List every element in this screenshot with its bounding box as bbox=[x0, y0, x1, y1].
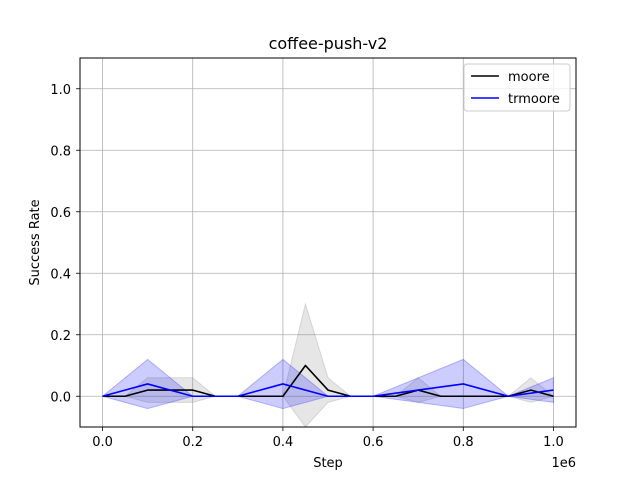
legend-label-moore: moore bbox=[508, 70, 550, 85]
x-tick-label: 1.0 bbox=[543, 435, 564, 450]
chart-title: coffee-push-v2 bbox=[269, 34, 388, 53]
y-axis-ticks: 0.0 0.2 0.4 0.6 0.8 1.0 bbox=[50, 83, 80, 405]
x-tick-label: 0.2 bbox=[182, 435, 203, 450]
y-axis-label: Success Rate bbox=[28, 199, 43, 285]
y-tick-label: 0.2 bbox=[50, 329, 71, 344]
y-tick-label: 0.6 bbox=[50, 206, 71, 221]
x-tick-label: 0.0 bbox=[92, 435, 113, 450]
x-axis-label: Step bbox=[313, 456, 343, 471]
plot-frame bbox=[79, 57, 577, 428]
y-tick-label: 0.4 bbox=[50, 267, 71, 282]
legend-label-trmoore: trmoore bbox=[508, 92, 560, 107]
y-tick-label: 0.0 bbox=[50, 390, 71, 405]
y-tick-label: 1.0 bbox=[50, 83, 71, 98]
legend: moore trmoore bbox=[463, 63, 571, 112]
series-line-trmoore bbox=[102, 383, 554, 398]
series-lines bbox=[102, 364, 554, 398]
x-axis-scale-label: 1e6 bbox=[551, 456, 576, 471]
x-tick-label: 0.8 bbox=[453, 435, 474, 450]
x-axis-ticks: 0.0 0.2 0.4 0.6 0.8 1.0 bbox=[92, 427, 564, 450]
x-tick-label: 0.4 bbox=[273, 435, 294, 450]
x-tick-label: 0.6 bbox=[363, 435, 384, 450]
grid bbox=[80, 58, 576, 427]
series-line-moore bbox=[102, 364, 554, 398]
y-tick-label: 0.8 bbox=[50, 144, 71, 159]
